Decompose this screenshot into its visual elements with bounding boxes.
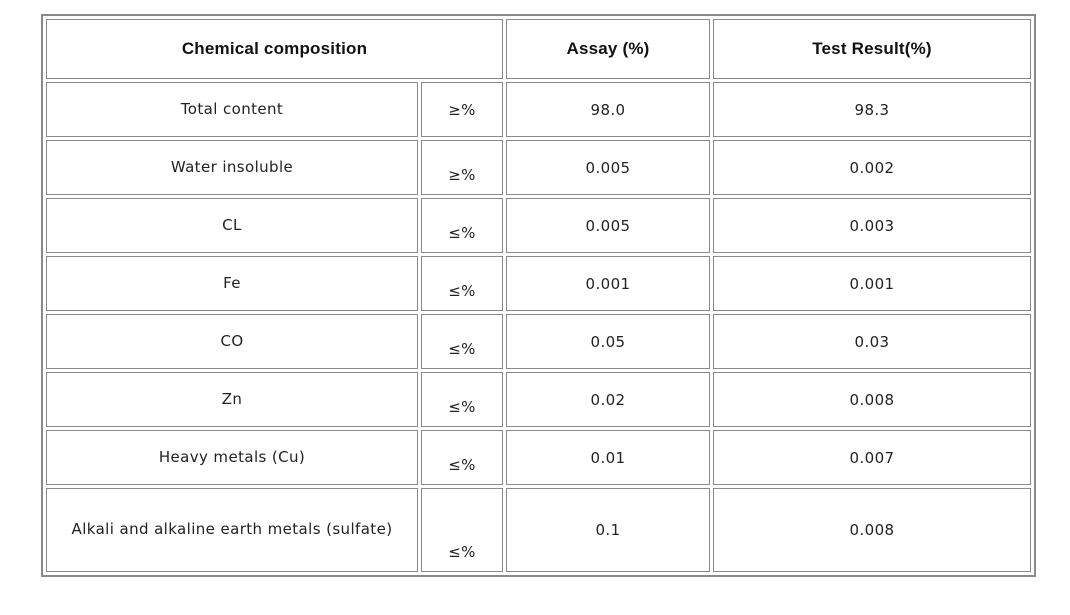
assay-value-cell: 0.1 xyxy=(506,488,710,572)
table-row: Heavy metals (Cu) ≤% 0.01 0.007 xyxy=(46,430,1031,485)
component-name-cell: CL xyxy=(46,198,418,253)
test-result-cell: 0.008 xyxy=(713,488,1031,572)
table-row: CL ≤% 0.005 0.003 xyxy=(46,198,1031,253)
assay-value-cell: 0.005 xyxy=(506,198,710,253)
test-result-cell: 0.03 xyxy=(713,314,1031,369)
table-row: CO ≤% 0.05 0.03 xyxy=(46,314,1031,369)
table-row: Water insoluble ≥% 0.005 0.002 xyxy=(46,140,1031,195)
component-name-cell: Total content xyxy=(46,82,418,137)
component-name-cell: Fe xyxy=(46,256,418,311)
operator-cell: ≤% xyxy=(421,372,503,427)
operator-cell: ≤% xyxy=(421,430,503,485)
component-name-cell: Heavy metals (Cu) xyxy=(46,430,418,485)
component-name-cell: Water insoluble xyxy=(46,140,418,195)
table-row: Fe ≤% 0.001 0.001 xyxy=(46,256,1031,311)
table-row: Zn ≤% 0.02 0.008 xyxy=(46,372,1031,427)
table-header-row: Chemical composition Assay (%) Test Resu… xyxy=(46,19,1031,79)
test-result-cell: 0.003 xyxy=(713,198,1031,253)
chemical-composition-table: Chemical composition Assay (%) Test Resu… xyxy=(41,14,1036,577)
table-body: Total content ≥% 98.0 98.3 Water insolub… xyxy=(46,82,1031,572)
assay-value-cell: 0.01 xyxy=(506,430,710,485)
operator-cell: ≤% xyxy=(421,198,503,253)
table-row: Alkali and alkaline earth metals (sulfat… xyxy=(46,488,1031,572)
assay-value-cell: 0.001 xyxy=(506,256,710,311)
component-name-cell: Zn xyxy=(46,372,418,427)
table-row: Total content ≥% 98.0 98.3 xyxy=(46,82,1031,137)
test-result-cell: 0.008 xyxy=(713,372,1031,427)
chemical-composition-section: Chemical composition Assay (%) Test Resu… xyxy=(41,14,1036,577)
test-result-cell: 98.3 xyxy=(713,82,1031,137)
assay-value-cell: 0.05 xyxy=(506,314,710,369)
header-test-result: Test Result(%) xyxy=(713,19,1031,79)
assay-value-cell: 0.02 xyxy=(506,372,710,427)
header-chemical-composition: Chemical composition xyxy=(46,19,503,79)
operator-cell: ≥% xyxy=(421,82,503,137)
operator-cell: ≤% xyxy=(421,314,503,369)
assay-value-cell: 0.005 xyxy=(506,140,710,195)
operator-cell: ≥% xyxy=(421,140,503,195)
operator-cell: ≤% xyxy=(421,256,503,311)
test-result-cell: 0.002 xyxy=(713,140,1031,195)
header-assay: Assay (%) xyxy=(506,19,710,79)
assay-value-cell: 98.0 xyxy=(506,82,710,137)
operator-cell: ≤% xyxy=(421,488,503,572)
test-result-cell: 0.007 xyxy=(713,430,1031,485)
test-result-cell: 0.001 xyxy=(713,256,1031,311)
component-name-cell: CO xyxy=(46,314,418,369)
component-name-cell: Alkali and alkaline earth metals (sulfat… xyxy=(46,488,418,572)
